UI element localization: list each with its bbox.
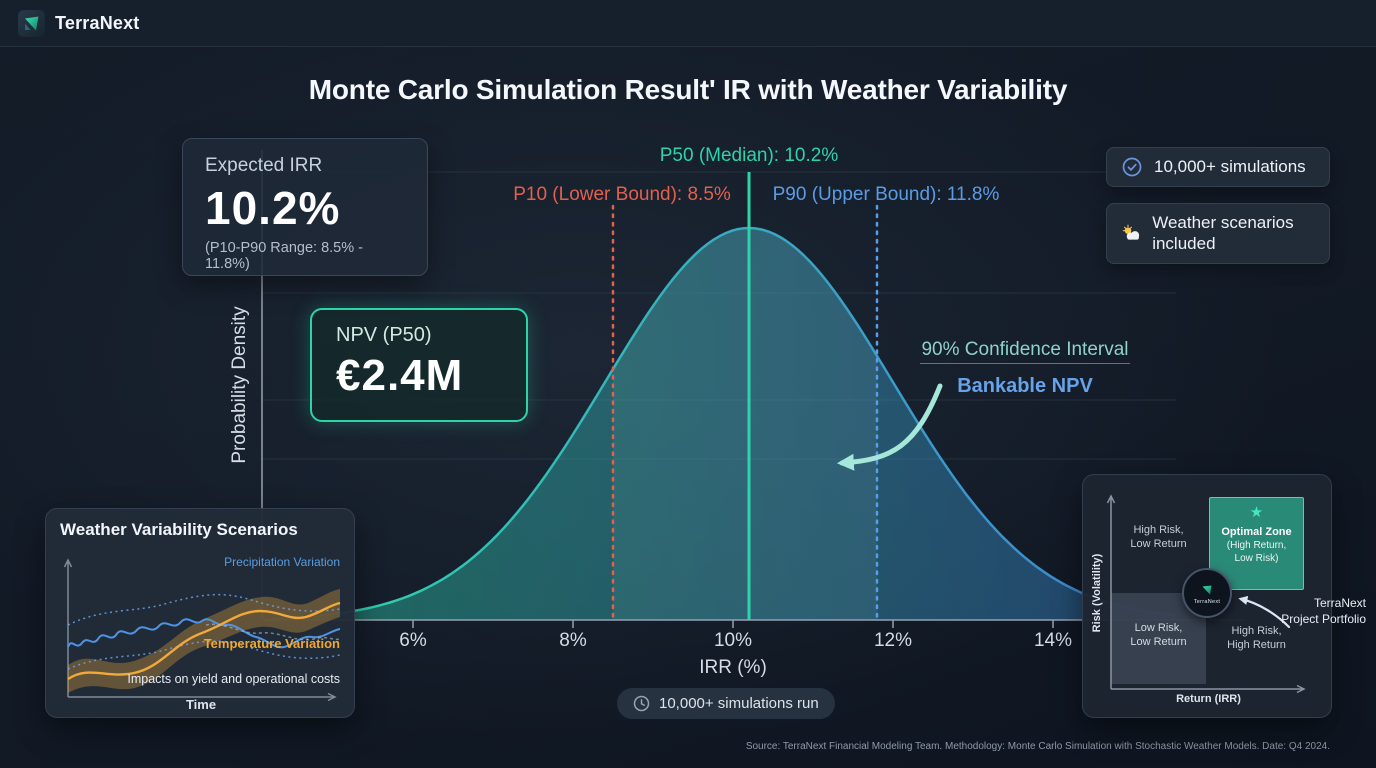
expected-irr-card: Expected IRR 10.2% (P10-P90 Range: 8.5% … bbox=[182, 138, 428, 276]
source-attribution: Source: TerraNext Financial Modeling Tea… bbox=[745, 741, 1330, 752]
portfolio-marker: TerraNext bbox=[1182, 568, 1232, 618]
star-icon: ★ bbox=[1249, 504, 1264, 521]
risk-return-card: ★ Optimal Zone (High Return, Low Risk) H… bbox=[1082, 474, 1332, 718]
precipitation-series-label: Precipitation Variation bbox=[224, 555, 340, 569]
portfolio-arrow-icon bbox=[1238, 595, 1291, 629]
npv-value: €2.4M bbox=[336, 351, 464, 400]
weather-impact-note: Impacts on yield and operational costs bbox=[127, 672, 340, 686]
page-title: Monte Carlo Simulation Result' IR with W… bbox=[308, 74, 1068, 105]
precipitation-line bbox=[67, 618, 341, 649]
weather-scenarios-card: Weather Variability Scenarios Precipitat… bbox=[45, 508, 355, 718]
terranext-logo-icon bbox=[1202, 585, 1212, 594]
distribution-curve bbox=[269, 226, 1177, 620]
simulations-run-text: 10,000+ simulations run bbox=[659, 695, 819, 712]
x-axis-label: IRR (%) bbox=[699, 657, 767, 678]
temperature-line bbox=[67, 601, 341, 681]
x-tick-label-10: 10% bbox=[713, 630, 753, 651]
simulations-run-badge: 10,000+ simulations run bbox=[617, 688, 835, 719]
brand-name: TerraNext bbox=[55, 12, 140, 33]
simulations-badge: 10,000+ simulations bbox=[1106, 147, 1330, 187]
x-tick-label-6: 6% bbox=[399, 630, 427, 651]
high-risk-high-return-label: High Risk, High Return bbox=[1227, 625, 1286, 652]
p90-label: P90 (Upper Bound): 11.8% bbox=[772, 184, 1000, 205]
high-risk-low-return-label: High Risk, Low Return bbox=[1130, 524, 1187, 551]
p10-label: P10 (Lower Bound): 8.5% bbox=[513, 184, 731, 205]
optimal-zone-line2: (High Return, bbox=[1226, 539, 1287, 551]
expected-irr-label: Expected IRR bbox=[205, 155, 323, 176]
x-axis-ticks bbox=[412, 620, 1054, 628]
simulations-badge-text: 10,000+ simulations bbox=[1154, 157, 1306, 177]
navbar: TerraNext bbox=[0, 0, 1376, 47]
x-tick-label-8: 8% bbox=[559, 630, 587, 651]
weather-mini-chart bbox=[63, 558, 341, 702]
precipitation-envelope-upper bbox=[67, 593, 341, 626]
x-tick-label-12: 12% bbox=[873, 630, 913, 651]
npv-label: NPV (P50) bbox=[336, 324, 432, 346]
npv-card: NPV (P50) €2.4M bbox=[310, 308, 528, 422]
optimal-zone-line3: Low Risk) bbox=[1234, 552, 1279, 564]
brand[interactable]: TerraNext bbox=[18, 9, 140, 37]
weather-badge: Weather scenarios included bbox=[1106, 203, 1330, 264]
weather-x-axis-label: Time bbox=[185, 697, 217, 712]
portfolio-label: TerraNext Project Portfolio bbox=[1281, 596, 1366, 626]
confidence-interval-label: 90% Confidence Interval bbox=[921, 339, 1129, 360]
sun-cloud-icon bbox=[1122, 224, 1140, 240]
check-circle-icon bbox=[1122, 157, 1142, 177]
bankable-npv-label: Bankable NPV bbox=[957, 375, 1093, 397]
risk-x-axis-label: Return (IRR) bbox=[1176, 693, 1241, 705]
confidence-interval-underline bbox=[920, 363, 1130, 364]
bankable-npv-arrow-icon bbox=[836, 383, 943, 471]
temperature-series-label: Temperature Variation bbox=[203, 636, 340, 651]
expected-irr-value: 10.2% bbox=[205, 182, 341, 234]
y-axis-label: Probability Density bbox=[229, 306, 250, 464]
p50-label: P50 (Median): 10.2% bbox=[659, 145, 839, 166]
x-tick-label-14: 14% bbox=[1033, 630, 1073, 651]
distribution-area bbox=[270, 228, 1180, 620]
expected-irr-range: (P10-P90 Range: 8.5% - 11.8%) bbox=[205, 240, 363, 272]
clock-icon bbox=[633, 695, 650, 712]
portfolio-marker-text: TerraNext bbox=[1193, 598, 1221, 605]
terranext-logo-icon bbox=[18, 9, 45, 37]
weather-badge-text: Weather scenarios included bbox=[1152, 213, 1294, 254]
confidence-band bbox=[613, 228, 877, 620]
weather-card-title: Weather Variability Scenarios bbox=[60, 520, 298, 539]
precipitation-envelope-lower bbox=[67, 640, 341, 670]
risk-return-axes bbox=[1106, 494, 1306, 694]
low-risk-low-return-label: Low Risk, Low Return bbox=[1130, 622, 1187, 649]
optimal-zone-title: Optimal Zone bbox=[1221, 525, 1292, 538]
